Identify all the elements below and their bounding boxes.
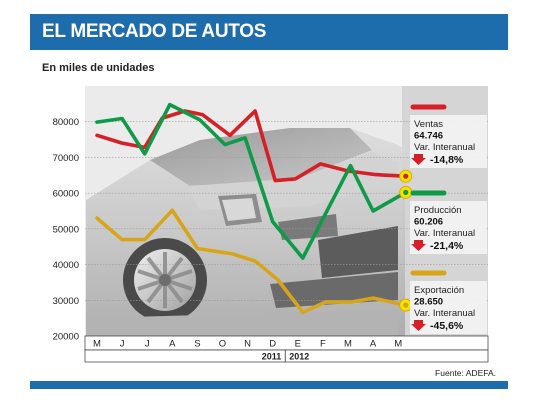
legend-series-name: Ventas	[414, 119, 443, 130]
x-tick-label: M	[394, 339, 402, 350]
x-tick-label: A	[370, 339, 377, 350]
legend-var-label: Var. Interanual	[414, 228, 475, 239]
legend-total-value: 60.206	[414, 217, 443, 228]
y-tick-label: 40000	[53, 260, 79, 271]
series-layer	[95, 102, 413, 315]
down-arrow-icon	[411, 240, 426, 251]
x-tick-label: O	[219, 339, 226, 350]
legend-total-value: 64.746	[414, 131, 443, 142]
legend-series-name: Producción	[414, 205, 462, 216]
x-tick-label: D	[269, 339, 276, 350]
x-tick-label: M	[93, 339, 101, 350]
x-axis-year-row	[84, 349, 489, 363]
year-label-2011: 2011	[262, 352, 282, 362]
legend-var-value: -45,6%	[430, 320, 464, 332]
header-bar: EL MERCADO DE AUTOS	[30, 14, 508, 50]
y-tick-label: 80000	[53, 117, 79, 128]
chart-title: EL MERCADO DE AUTOS	[42, 21, 267, 42]
source-note: Fuente: ADEFA.	[435, 368, 496, 378]
series-endpoint-dot	[403, 173, 409, 179]
y-tick-label: 60000	[53, 189, 79, 200]
footer-bar	[30, 381, 508, 389]
y-tick-label: 30000	[53, 296, 79, 307]
legend-series-name: Exportación	[414, 285, 464, 296]
x-tick-label: J	[145, 339, 150, 350]
legend-var-value: -21,4%	[430, 240, 464, 252]
series-line-exportacion	[95, 208, 408, 315]
legend-var-label: Var. Interanual	[414, 142, 475, 153]
year-label-2012: 2012	[289, 352, 309, 362]
x-tick-label: N	[244, 339, 251, 350]
y-tick-label: 20000	[53, 332, 79, 343]
down-arrow-icon	[411, 154, 426, 165]
x-tick-label: A	[169, 339, 176, 350]
series-line-ventas	[95, 109, 408, 183]
x-tick-label: F	[320, 339, 326, 350]
x-axis: M J J A S O N D E F M A M 2011 2012	[84, 335, 489, 363]
x-tick-label: E	[295, 339, 301, 350]
x-tick-label: J	[120, 339, 125, 350]
legend-var-value: -14,8%	[430, 154, 464, 166]
series-line-produccion	[95, 102, 408, 260]
series-endpoint-dot	[403, 302, 409, 308]
series-endpoint-dot	[403, 189, 409, 196]
x-tick-label: M	[344, 339, 352, 350]
chart-subtitle: En miles de unidades	[42, 62, 155, 74]
y-tick-label: 50000	[53, 224, 79, 235]
y-axis: 20000 30000 40000 50000 60000 70000 80000	[53, 117, 79, 342]
x-tick-label: S	[194, 339, 200, 350]
down-arrow-icon	[411, 320, 426, 331]
legend-total-value: 28.650	[414, 297, 443, 308]
legend-var-label: Var. Interanual	[414, 308, 475, 319]
y-tick-label: 70000	[53, 153, 79, 164]
